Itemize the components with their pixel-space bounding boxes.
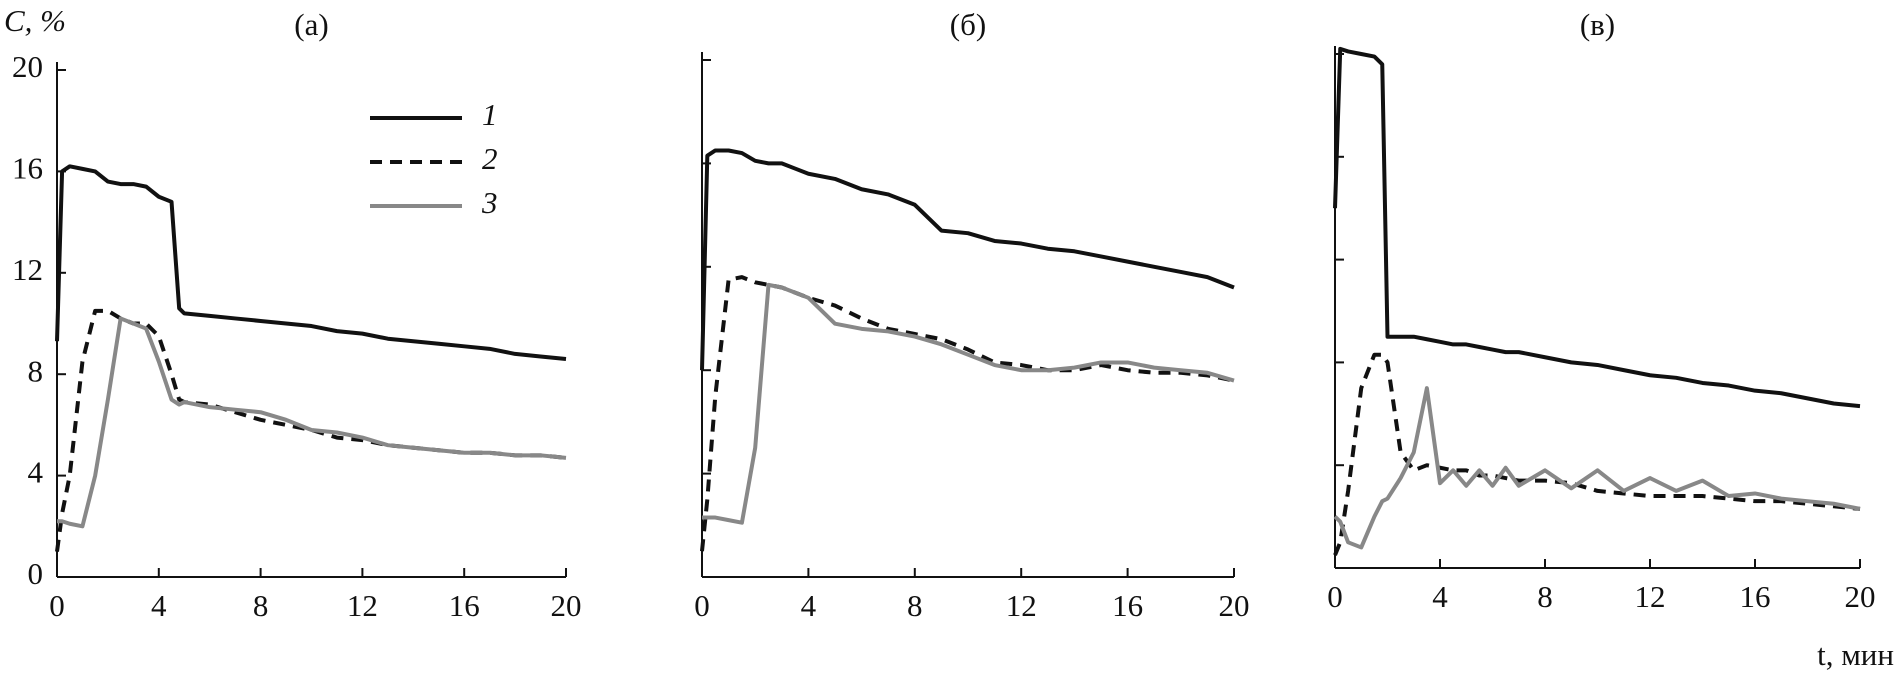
x-tick-label: 12 [347,588,378,623]
panel-title: (а) [294,7,328,42]
x-tick-label: 8 [1537,579,1553,614]
x-tick-label: 4 [801,588,817,623]
series-line [700,275,1235,552]
x-tick-label: 20 [1219,588,1250,623]
x-tick-label: 4 [1432,579,1448,614]
y-tick-label: 4 [28,455,44,490]
legend-label: 3 [481,185,498,220]
y-tick-label: 0 [28,556,44,591]
y-tick-label: 8 [28,353,44,388]
legend-label: 2 [482,141,498,176]
series-line [57,316,567,529]
y-tick-label: 12 [12,252,43,287]
series-line [55,164,567,361]
y-tick-label: 20 [12,49,43,84]
x-tick-label: 8 [253,588,269,623]
x-tick-label: 12 [1635,579,1666,614]
x-tick-label: 16 [1112,588,1143,623]
x-tick-label: 0 [694,588,710,623]
x-tick-label: 16 [449,588,480,623]
y-tick-label: 16 [12,151,43,186]
x-tick-label: 12 [1006,588,1037,623]
x-tick-label: 8 [907,588,923,623]
x-tick-label: 0 [49,588,65,623]
panel-title: (в) [1580,7,1615,42]
legend-label: 1 [482,97,498,132]
x-axis-label: t, мин [1817,637,1894,672]
series-line [1333,386,1861,550]
x-tick-label: 0 [1327,579,1343,614]
panel-title: (б) [950,7,986,42]
x-tick-label: 4 [151,588,167,623]
series-line [700,148,1235,371]
x-tick-label: 20 [1845,579,1876,614]
x-tick-label: 20 [551,588,582,623]
x-tick-label: 16 [1740,579,1771,614]
series-line [1333,46,1861,409]
series-line [702,282,1235,525]
y-axis-label: C, % [4,3,66,38]
